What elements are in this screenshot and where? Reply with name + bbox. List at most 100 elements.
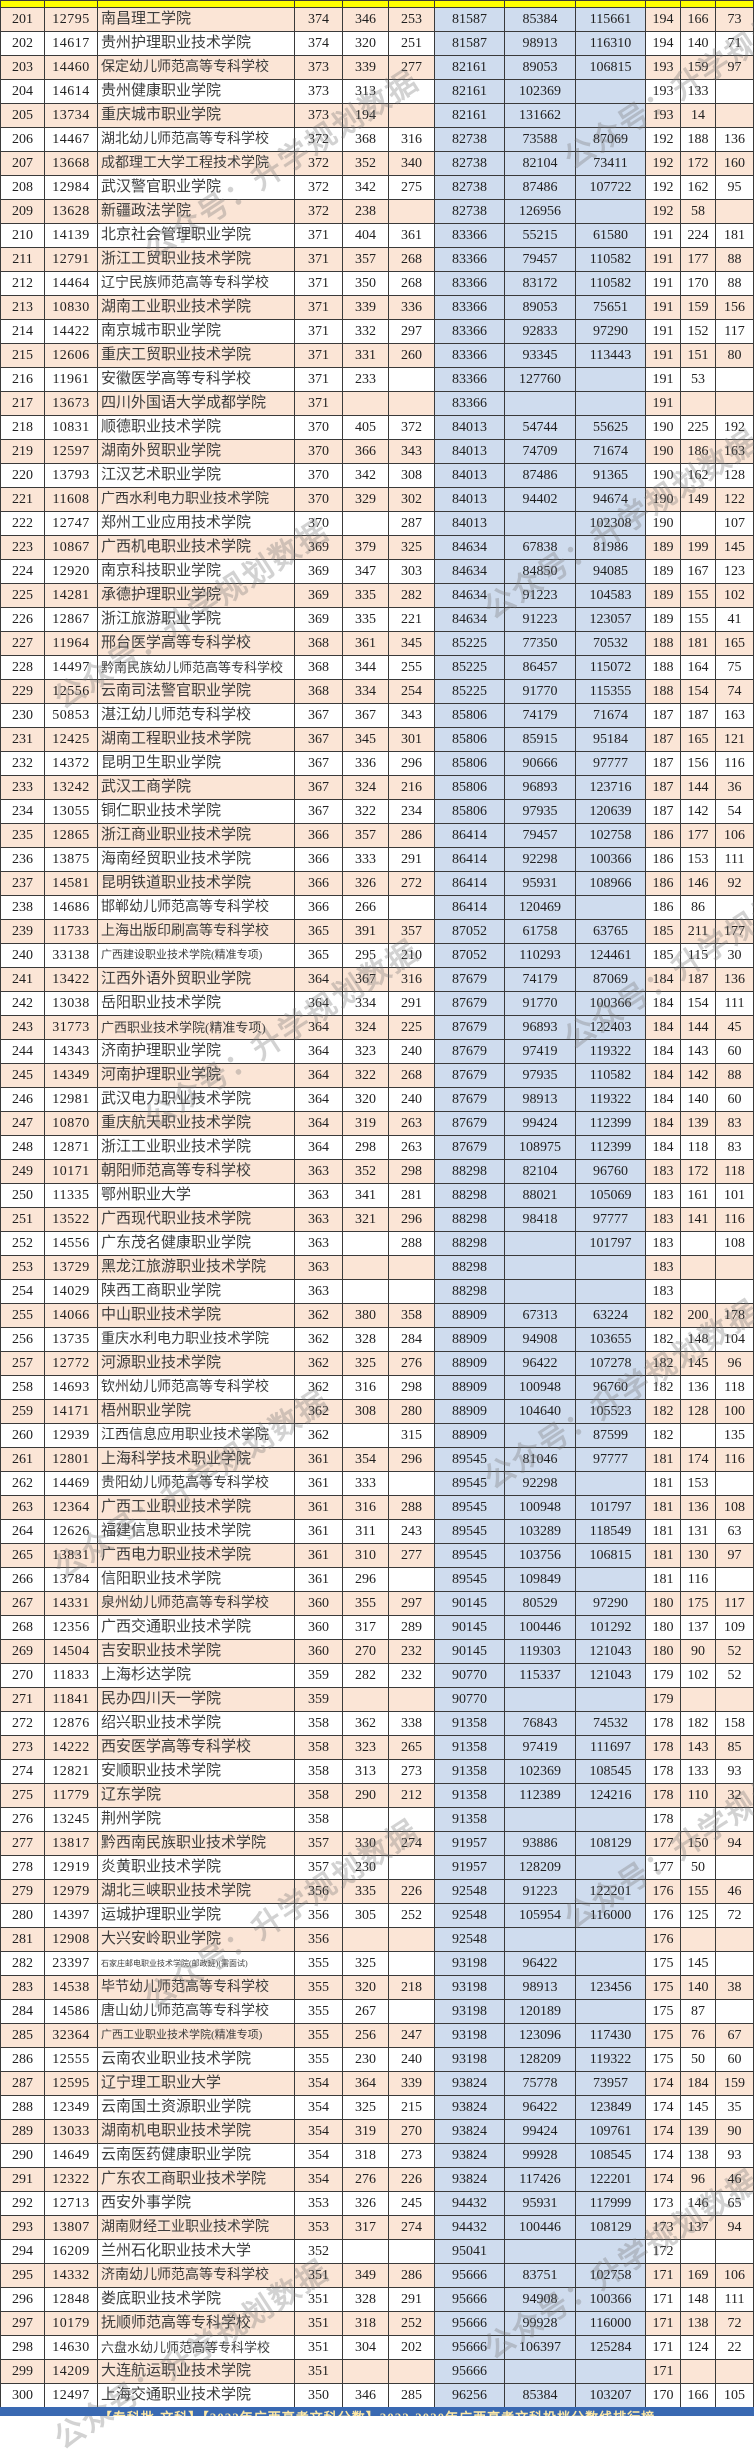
- rank-col3-cell: 100366: [575, 847, 646, 872]
- diff-col2-cell: 162: [680, 175, 716, 200]
- diff-col2-cell: 154: [680, 991, 716, 1016]
- score-col3-cell: [388, 103, 435, 128]
- row-number-cell: 283: [0, 1975, 45, 2000]
- diff-col2-cell: 124: [680, 2335, 716, 2360]
- score-col3-cell: 240: [388, 2047, 435, 2072]
- school-name-cell: 顺德职业技术学院: [97, 415, 295, 440]
- school-code-cell: 14464: [44, 271, 98, 296]
- score-col3-cell: 273: [388, 1759, 435, 1784]
- score-col3-cell: 343: [388, 703, 435, 728]
- diff-col1-cell: 192: [645, 199, 681, 224]
- row-number-cell: 284: [0, 1999, 45, 2024]
- table-row: 295 14332 济南幼儿师范高等专科学校 351 349 286 95666…: [0, 2263, 754, 2288]
- school-name-cell: 抚顺师范高等专科学校: [97, 2311, 295, 2336]
- diff-col2-cell: 153: [680, 847, 716, 872]
- score-col1-cell: 361: [294, 1447, 343, 1472]
- score-col3-cell: 358: [388, 1303, 435, 1328]
- table-row: 242 13038 岳阳职业技术学院 364 334 291 87679 917…: [0, 991, 754, 1016]
- school-code-cell: 12626: [44, 1519, 98, 1544]
- rank-col1-cell: 92548: [434, 1927, 505, 1952]
- score-col3-cell: 316: [388, 127, 435, 152]
- diff-col1-cell: 178: [645, 1735, 681, 1760]
- diff-col1-cell: 183: [645, 1231, 681, 1256]
- row-number-cell: 290: [0, 2143, 45, 2168]
- school-code-cell: 13729: [44, 1255, 98, 1280]
- row-number-cell: 242: [0, 991, 45, 1016]
- school-name-cell: 福建信息职业技术学院: [97, 1519, 295, 1544]
- diff-col1-cell: 192: [645, 151, 681, 176]
- score-col1-cell: 351: [294, 2359, 343, 2384]
- diff-col2-cell: [680, 1687, 716, 1712]
- score-col2-cell: 230: [342, 1855, 389, 1880]
- row-number-cell: 211: [0, 247, 45, 272]
- header-cell: [294, 0, 343, 8]
- score-col3-cell: 372: [388, 415, 435, 440]
- school-name-cell: 唐山幼儿师范高等专科学校: [97, 1999, 295, 2024]
- school-code-cell: 12795: [44, 7, 98, 32]
- row-number-cell: 245: [0, 1063, 45, 1088]
- score-col2-cell: [342, 1927, 389, 1952]
- score-col1-cell: 364: [294, 1135, 343, 1160]
- row-number-cell: 292: [0, 2191, 45, 2216]
- school-code-cell: 14066: [44, 1303, 98, 1328]
- diff-col3-cell: 22: [715, 2335, 754, 2360]
- row-number-cell: 249: [0, 1159, 45, 1184]
- diff-col2-cell: [680, 2359, 716, 2384]
- rank-col2-cell: 112389: [504, 1783, 576, 1808]
- table-row: 249 10171 朝阳师范高等专科学校 363 352 298 88298 8…: [0, 1159, 754, 1184]
- row-number-cell: 272: [0, 1711, 45, 1736]
- rank-col3-cell: 112399: [575, 1111, 646, 1136]
- rank-col3-cell: 125284: [575, 2335, 646, 2360]
- score-col3-cell: 245: [388, 2191, 435, 2216]
- diff-col3-cell: [715, 1807, 754, 1832]
- score-col2-cell: 267: [342, 1999, 389, 2024]
- rank-col3-cell: 116000: [575, 2311, 646, 2336]
- rank-col1-cell: 82161: [434, 55, 505, 80]
- school-code-cell: 12606: [44, 343, 98, 368]
- school-name-cell: 贵州护理职业技术学院: [97, 31, 295, 56]
- rank-col1-cell: 87679: [434, 1063, 505, 1088]
- diff-col2-cell: 145: [680, 1951, 716, 1976]
- diff-col3-cell: 160: [715, 151, 754, 176]
- diff-col3-cell: 46: [715, 2167, 754, 2192]
- table-row: 225 14281 承德护理职业学院 369 335 282 84634 912…: [0, 583, 754, 608]
- diff-col1-cell: 182: [645, 1423, 681, 1448]
- school-code-cell: 11779: [44, 1783, 98, 1808]
- diff-col2-cell: 137: [680, 1615, 716, 1640]
- score-col2-cell: 308: [342, 1399, 389, 1424]
- score-col3-cell: 280: [388, 1399, 435, 1424]
- diff-col2-cell: 159: [680, 55, 716, 80]
- rank-col1-cell: 84634: [434, 559, 505, 584]
- rank-col1-cell: 89545: [434, 1447, 505, 1472]
- diff-col2-cell: 128: [680, 1399, 716, 1424]
- diff-col1-cell: 187: [645, 727, 681, 752]
- score-col1-cell: 357: [294, 1831, 343, 1856]
- rank-col2-cell: 98913: [504, 31, 576, 56]
- score-col2-cell: 345: [342, 727, 389, 752]
- rank-col2-cell: 119303: [504, 1639, 576, 1664]
- rank-col2-cell: 94908: [504, 2287, 576, 2312]
- school-name-cell: 六盘水幼儿师范高等专科学校: [97, 2335, 295, 2360]
- footer-bar: 【专科批·文科】【2022年广西高考文科分数】2022-2020年广西高考文科投…: [0, 2407, 754, 2416]
- rank-col2-cell: 99928: [504, 2311, 576, 2336]
- score-col3-cell: 340: [388, 151, 435, 176]
- school-name-cell: 大连航运职业技术学院: [97, 2359, 295, 2384]
- diff-col2-cell: 50: [680, 1855, 716, 1880]
- score-col1-cell: 355: [294, 1975, 343, 2000]
- diff-col1-cell: 178: [645, 1783, 681, 1808]
- diff-col3-cell: 95: [715, 175, 754, 200]
- rank-col2-cell: 96893: [504, 775, 576, 800]
- school-code-cell: 11608: [44, 487, 98, 512]
- diff-col2-cell: 50: [680, 2047, 716, 2072]
- rank-col1-cell: 82161: [434, 79, 505, 104]
- school-code-cell: 13038: [44, 991, 98, 1016]
- school-code-cell: 12791: [44, 247, 98, 272]
- rank-col2-cell: 100446: [504, 2215, 576, 2240]
- diff-col1-cell: 183: [645, 1159, 681, 1184]
- rank-col1-cell: 89545: [434, 1495, 505, 1520]
- score-col2-cell: 290: [342, 1783, 389, 1808]
- score-col2-cell: 346: [342, 2383, 389, 2408]
- score-col2-cell: 404: [342, 223, 389, 248]
- diff-col3-cell: 41: [715, 607, 754, 632]
- rank-col1-cell: 82738: [434, 199, 505, 224]
